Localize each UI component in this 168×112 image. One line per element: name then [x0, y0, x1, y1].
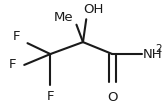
- Text: 2: 2: [155, 44, 162, 54]
- Text: NH: NH: [142, 48, 162, 61]
- Text: O: O: [107, 91, 118, 104]
- Text: F: F: [47, 90, 54, 103]
- Text: F: F: [12, 30, 20, 43]
- Text: OH: OH: [83, 3, 104, 16]
- Text: F: F: [9, 58, 17, 71]
- Text: Me: Me: [54, 11, 73, 24]
